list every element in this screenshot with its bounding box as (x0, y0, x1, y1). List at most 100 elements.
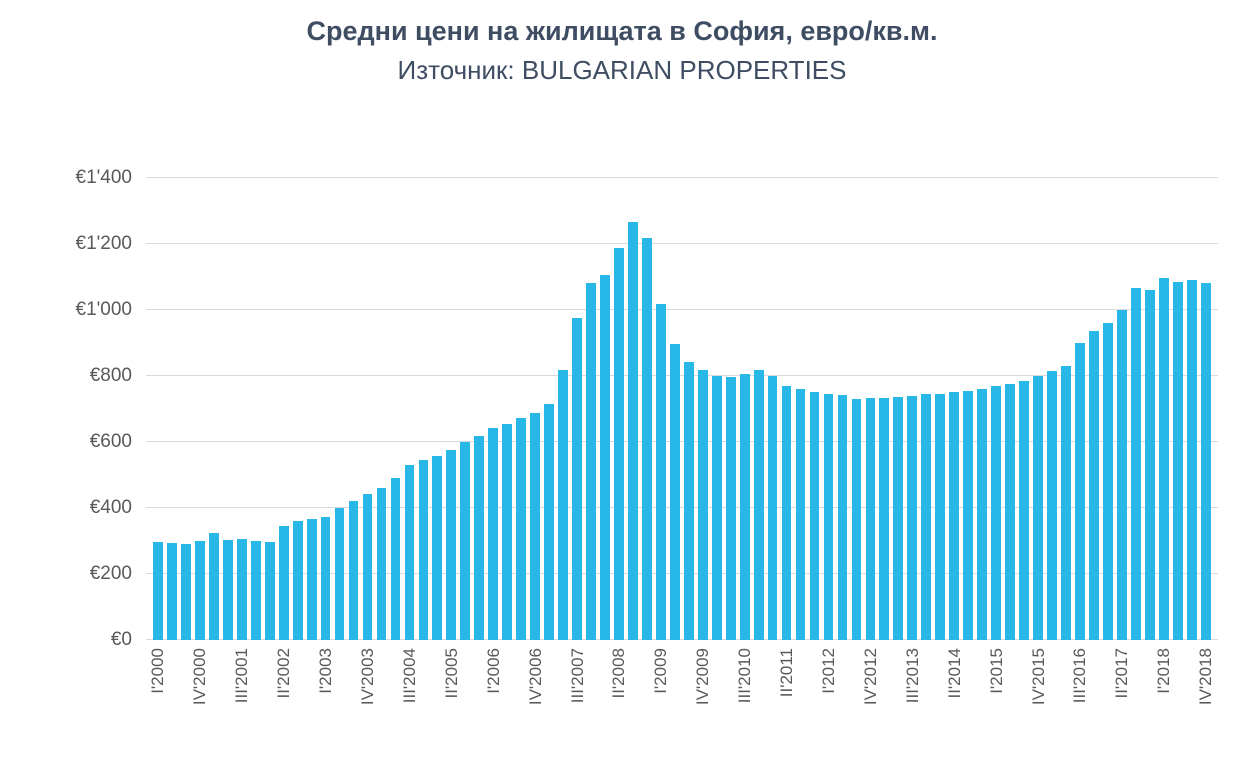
x-tick-label: IV'2012 (860, 648, 880, 706)
bar-slot (1199, 178, 1213, 640)
bar-slot (1003, 178, 1017, 640)
bar-slot (235, 178, 249, 640)
bar-slot (919, 178, 933, 640)
bar (921, 394, 932, 640)
bar (1116, 309, 1127, 640)
bar (530, 413, 541, 640)
bar-slot (556, 178, 570, 640)
x-slot: II'2017 (1112, 640, 1131, 768)
bar (725, 377, 736, 640)
bar (236, 538, 247, 640)
bar-slot (570, 178, 584, 640)
bar (404, 464, 415, 640)
bar-slot (1115, 178, 1129, 640)
bar-slot (863, 178, 877, 640)
bar-slot (458, 178, 472, 640)
bar (655, 304, 666, 640)
bar (767, 375, 778, 640)
bar (278, 525, 289, 640)
x-tick-label: II'2008 (609, 648, 629, 699)
bar-slot (1143, 178, 1157, 640)
x-tick-label: III'2007 (567, 648, 587, 704)
bar (683, 361, 694, 640)
bar (697, 370, 708, 640)
x-slot: IV'2018 (1196, 640, 1216, 768)
bar-slot (1129, 178, 1143, 640)
bar-slot (835, 178, 849, 640)
bar-slot (305, 178, 319, 640)
bar-slot (361, 178, 375, 640)
x-slot (165, 640, 179, 768)
x-slot: II'2014 (944, 640, 964, 768)
gridline (146, 309, 1218, 310)
bar-slot (710, 178, 724, 640)
x-tick-label: IV'2003 (358, 648, 378, 706)
bar (208, 533, 219, 640)
bar-slot (654, 178, 668, 640)
chart-subtitle: Източник: BULGARIAN PROPERTIES (397, 55, 847, 85)
bar-slot (319, 178, 333, 640)
bar (907, 396, 918, 640)
x-tick-label: III'2013 (902, 648, 922, 704)
x-slot: IV'2000 (190, 640, 209, 768)
x-tick-label: III'2016 (1070, 648, 1090, 704)
bar (292, 521, 303, 640)
bar (1158, 278, 1169, 640)
bar (628, 221, 638, 640)
bar (1047, 370, 1057, 640)
bar-slot (612, 178, 626, 640)
bar (949, 392, 960, 640)
bar (348, 501, 359, 640)
bar-slot (1059, 178, 1073, 640)
bar-slot (794, 178, 808, 640)
x-slot: I'2009 (651, 640, 670, 768)
x-tick-label: IV'2018 (1196, 648, 1216, 706)
bar (963, 391, 974, 640)
x-slot: II'2002 (274, 640, 294, 768)
x-tick-label: I'2015 (986, 648, 1006, 694)
x-slot: IV'2003 (358, 640, 378, 768)
y-tick-label: €1'200 (75, 233, 132, 254)
bar (1033, 375, 1043, 640)
y-tick-label: €400 (89, 497, 132, 518)
bar (977, 388, 988, 640)
bar (614, 248, 624, 640)
bar-slot (668, 178, 682, 640)
x-tick-label: II'2014 (944, 648, 964, 699)
x-tick-label: II'2002 (274, 648, 294, 699)
bar-slot (905, 178, 919, 640)
bar-slot (598, 178, 612, 640)
y-tick-label: €600 (89, 431, 132, 452)
x-tick-label: II'2011 (777, 648, 797, 698)
bar-slot (207, 178, 221, 640)
y-tick-label: €800 (89, 365, 132, 386)
chart-page: Средни цени на жилищата в София, евро/кв… (0, 16, 1244, 777)
y-tick-label: €1'400 (75, 167, 132, 188)
bar (711, 375, 722, 640)
x-slot: III'2016 (1070, 640, 1090, 768)
bar-slot (975, 178, 989, 640)
bar (320, 517, 331, 640)
bar (600, 274, 610, 640)
x-slot (1087, 640, 1101, 768)
bar (837, 395, 848, 640)
gridline (146, 243, 1218, 244)
bar-slot (514, 178, 528, 640)
bar (865, 398, 876, 640)
bar (306, 518, 317, 640)
bar-slot (165, 178, 179, 640)
bar (446, 449, 457, 640)
bar-slot (724, 178, 738, 640)
x-tick-label: III'2010 (735, 648, 755, 704)
bar (167, 542, 177, 640)
x-tick-label: I'2000 (148, 648, 168, 694)
bar (753, 370, 764, 640)
plot-area (146, 177, 1218, 640)
bar-slot (486, 178, 500, 640)
bar-chart: €0 €200 €400 €600 €800 €1'000 €1'200 €1'400 I'2… (58, 167, 1218, 768)
bar-slot (989, 178, 1003, 640)
bar (851, 398, 862, 640)
bar-slot (1031, 178, 1045, 640)
bar-slot (1185, 178, 1199, 640)
bar-slot (263, 178, 277, 640)
